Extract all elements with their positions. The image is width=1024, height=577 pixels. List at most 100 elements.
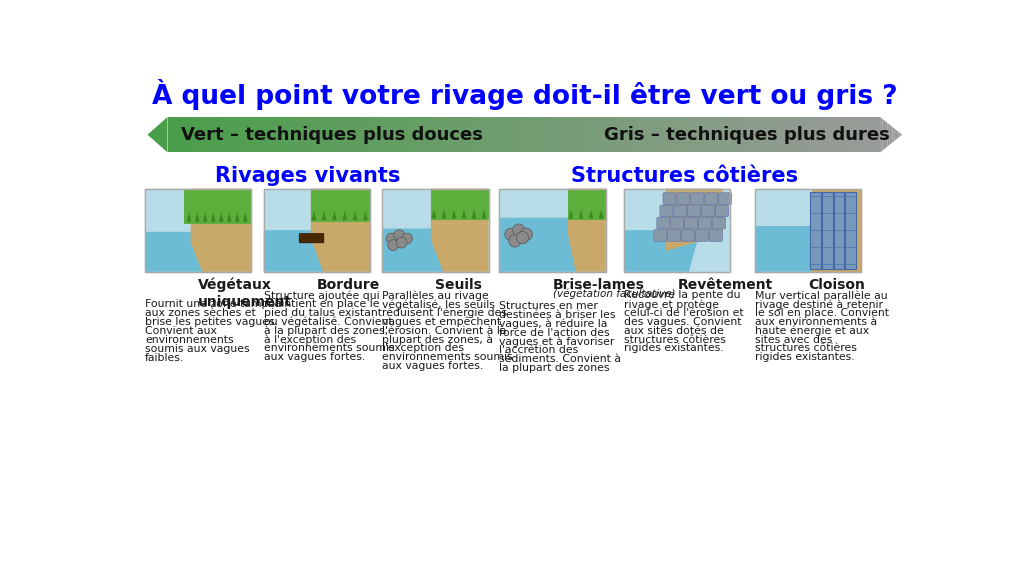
Polygon shape (195, 212, 200, 222)
Polygon shape (224, 117, 226, 152)
Polygon shape (376, 117, 378, 152)
Polygon shape (437, 117, 439, 152)
Polygon shape (488, 117, 490, 152)
Polygon shape (231, 117, 233, 152)
Polygon shape (589, 117, 591, 152)
Polygon shape (305, 117, 307, 152)
FancyBboxPatch shape (659, 205, 673, 217)
Text: réduisent l'énergie des: réduisent l'énergie des (382, 308, 507, 319)
Text: structures côtières: structures côtières (625, 335, 726, 344)
Polygon shape (172, 117, 175, 152)
Polygon shape (559, 117, 562, 152)
Polygon shape (826, 117, 828, 152)
Polygon shape (211, 212, 215, 222)
Polygon shape (322, 117, 325, 152)
Polygon shape (800, 117, 802, 152)
Polygon shape (577, 117, 579, 152)
Polygon shape (420, 117, 422, 152)
FancyBboxPatch shape (695, 230, 709, 241)
Polygon shape (249, 117, 251, 152)
Text: Végétaux
uniquement: Végétaux uniquement (199, 278, 292, 309)
Polygon shape (594, 117, 596, 152)
FancyBboxPatch shape (701, 205, 715, 217)
Polygon shape (532, 117, 535, 152)
Polygon shape (554, 117, 557, 152)
Polygon shape (731, 117, 733, 152)
Text: rigides existantes.: rigides existantes. (755, 352, 855, 362)
Polygon shape (599, 210, 603, 219)
Polygon shape (571, 117, 574, 152)
Polygon shape (542, 117, 545, 152)
Polygon shape (562, 117, 564, 152)
Polygon shape (243, 212, 248, 222)
Polygon shape (557, 117, 559, 152)
Polygon shape (501, 117, 503, 152)
Polygon shape (666, 189, 723, 251)
Polygon shape (494, 117, 496, 152)
Polygon shape (295, 117, 297, 152)
FancyBboxPatch shape (382, 189, 488, 272)
Text: Cloison: Cloison (808, 278, 865, 292)
Polygon shape (332, 117, 334, 152)
Polygon shape (807, 117, 809, 152)
Polygon shape (635, 117, 638, 152)
Polygon shape (753, 117, 755, 152)
Text: celui-ci de l'érosion et: celui-ci de l'érosion et (625, 308, 743, 318)
Text: Structures en mer: Structures en mer (500, 301, 598, 311)
Polygon shape (390, 117, 393, 152)
Polygon shape (364, 211, 368, 220)
Polygon shape (878, 117, 880, 152)
Text: l'exception des: l'exception des (382, 343, 464, 353)
Polygon shape (647, 117, 650, 152)
Polygon shape (310, 189, 370, 222)
Polygon shape (193, 117, 195, 152)
Polygon shape (755, 117, 758, 152)
Polygon shape (285, 117, 288, 152)
Polygon shape (469, 117, 471, 152)
Polygon shape (263, 117, 265, 152)
Polygon shape (253, 117, 256, 152)
Polygon shape (397, 117, 400, 152)
Polygon shape (684, 117, 687, 152)
Polygon shape (454, 117, 457, 152)
Circle shape (388, 240, 398, 250)
Polygon shape (872, 117, 876, 152)
FancyBboxPatch shape (674, 205, 687, 217)
Polygon shape (598, 117, 601, 152)
Polygon shape (848, 117, 851, 152)
Polygon shape (529, 117, 532, 152)
FancyBboxPatch shape (822, 192, 833, 269)
Polygon shape (552, 117, 554, 152)
Polygon shape (515, 117, 518, 152)
Polygon shape (522, 117, 525, 152)
Polygon shape (707, 117, 709, 152)
Polygon shape (828, 117, 831, 152)
Polygon shape (212, 117, 214, 152)
Polygon shape (481, 209, 486, 219)
Polygon shape (244, 117, 246, 152)
Polygon shape (795, 117, 797, 152)
Polygon shape (360, 117, 364, 152)
Polygon shape (841, 117, 844, 152)
Polygon shape (633, 117, 635, 152)
FancyBboxPatch shape (663, 193, 676, 204)
Polygon shape (821, 117, 823, 152)
Polygon shape (145, 232, 214, 272)
Polygon shape (659, 117, 663, 152)
Polygon shape (784, 117, 787, 152)
Polygon shape (364, 117, 366, 152)
Polygon shape (498, 117, 501, 152)
Polygon shape (763, 117, 765, 152)
Polygon shape (586, 117, 589, 152)
Text: vagues et à favoriser: vagues et à favoriser (500, 336, 614, 347)
Text: vagues, à réduire la: vagues, à réduire la (500, 319, 608, 329)
Text: Fournit une zone tampon: Fournit une zone tampon (145, 299, 283, 309)
Polygon shape (339, 117, 341, 152)
Polygon shape (670, 117, 672, 152)
FancyBboxPatch shape (834, 192, 845, 269)
Polygon shape (772, 117, 775, 152)
FancyBboxPatch shape (264, 189, 370, 272)
Polygon shape (610, 117, 613, 152)
Polygon shape (337, 117, 339, 152)
Polygon shape (812, 189, 861, 272)
